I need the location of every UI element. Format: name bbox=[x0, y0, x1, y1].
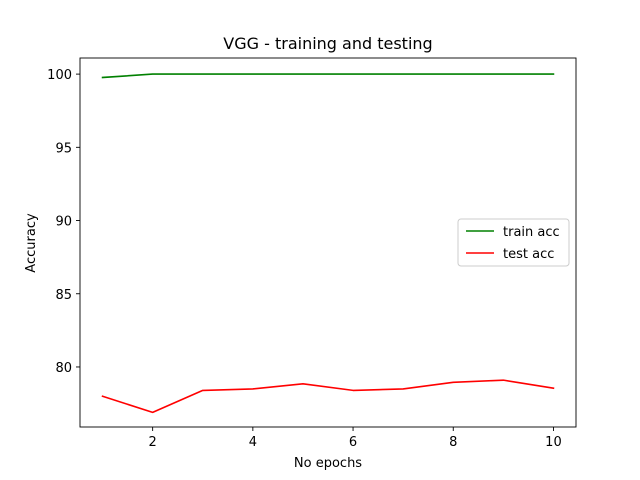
axes-frame bbox=[79, 57, 577, 428]
y-tick-label: 80 bbox=[55, 361, 72, 376]
x-tick-label: 8 bbox=[449, 435, 457, 450]
legend-label: train acc bbox=[503, 225, 560, 240]
series-line-test-acc bbox=[101, 379, 555, 414]
y-tick-label: 100 bbox=[47, 68, 72, 83]
y-axis-label: Accuracy bbox=[24, 213, 39, 273]
series-line-train-acc bbox=[101, 73, 555, 79]
x-tick-label: 2 bbox=[149, 435, 157, 450]
x-axis-label: No epochs bbox=[294, 456, 362, 471]
y-tick-label: 90 bbox=[55, 215, 72, 230]
y-tick-label: 95 bbox=[55, 141, 72, 156]
legend-label: test acc bbox=[503, 247, 554, 262]
plot-area: 2 4 6 8 10 80 85 90 95 100 train acc test acc bbox=[47, 57, 577, 450]
y-tick-label: 85 bbox=[55, 288, 72, 303]
x-tick-label: 10 bbox=[545, 435, 562, 450]
x-tick-label: 6 bbox=[349, 435, 357, 450]
x-tick-label: 4 bbox=[249, 435, 257, 450]
chart-title: VGG - training and testing bbox=[223, 34, 432, 53]
